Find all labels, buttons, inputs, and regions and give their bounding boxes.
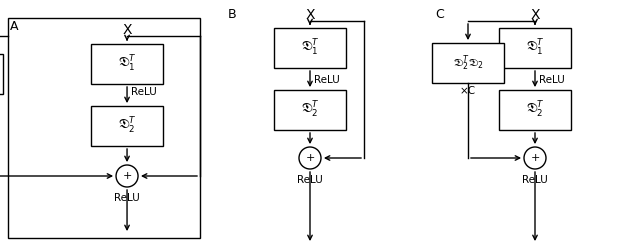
Text: ReLU: ReLU <box>131 87 157 97</box>
Text: +: + <box>531 153 540 163</box>
Text: $\mathfrak{D}_2^T$: $\mathfrak{D}_2^T$ <box>301 100 319 120</box>
Bar <box>91 106 163 146</box>
Text: +: + <box>122 171 132 181</box>
Circle shape <box>524 147 546 169</box>
Circle shape <box>116 165 138 187</box>
Bar <box>274 90 346 130</box>
Text: ReLU: ReLU <box>297 175 323 185</box>
Text: X: X <box>305 8 315 22</box>
Text: $\mathfrak{D}_1^T$: $\mathfrak{D}_1^T$ <box>301 38 319 58</box>
Text: B: B <box>228 8 237 21</box>
Bar <box>91 44 163 84</box>
Text: X: X <box>122 23 132 37</box>
Bar <box>274 28 346 68</box>
Text: $\mathfrak{D}_2^T$: $\mathfrak{D}_2^T$ <box>118 116 136 136</box>
Bar <box>499 90 571 130</box>
Text: A: A <box>10 20 19 33</box>
Text: ReLU: ReLU <box>114 193 140 203</box>
Text: +: + <box>305 153 315 163</box>
Bar <box>432 43 504 83</box>
Text: $\mathfrak{D}_1^T$: $\mathfrak{D}_1^T$ <box>525 38 545 58</box>
Text: C: C <box>435 8 444 21</box>
Text: $\mathfrak{D}_1^T$: $\mathfrak{D}_1^T$ <box>118 54 136 74</box>
Bar <box>8 18 200 238</box>
Bar <box>499 28 571 68</box>
Bar <box>0 54 3 94</box>
Text: ReLU: ReLU <box>522 175 548 185</box>
Text: ×C: ×C <box>460 86 476 96</box>
Text: ReLU: ReLU <box>539 75 564 85</box>
Text: $\mathfrak{D}_2^T\mathfrak{D}_2$: $\mathfrak{D}_2^T\mathfrak{D}_2$ <box>452 53 483 73</box>
Circle shape <box>299 147 321 169</box>
Text: X: X <box>531 8 540 22</box>
Text: ReLU: ReLU <box>314 75 340 85</box>
Text: $\mathfrak{D}_2^T$: $\mathfrak{D}_2^T$ <box>525 100 545 120</box>
